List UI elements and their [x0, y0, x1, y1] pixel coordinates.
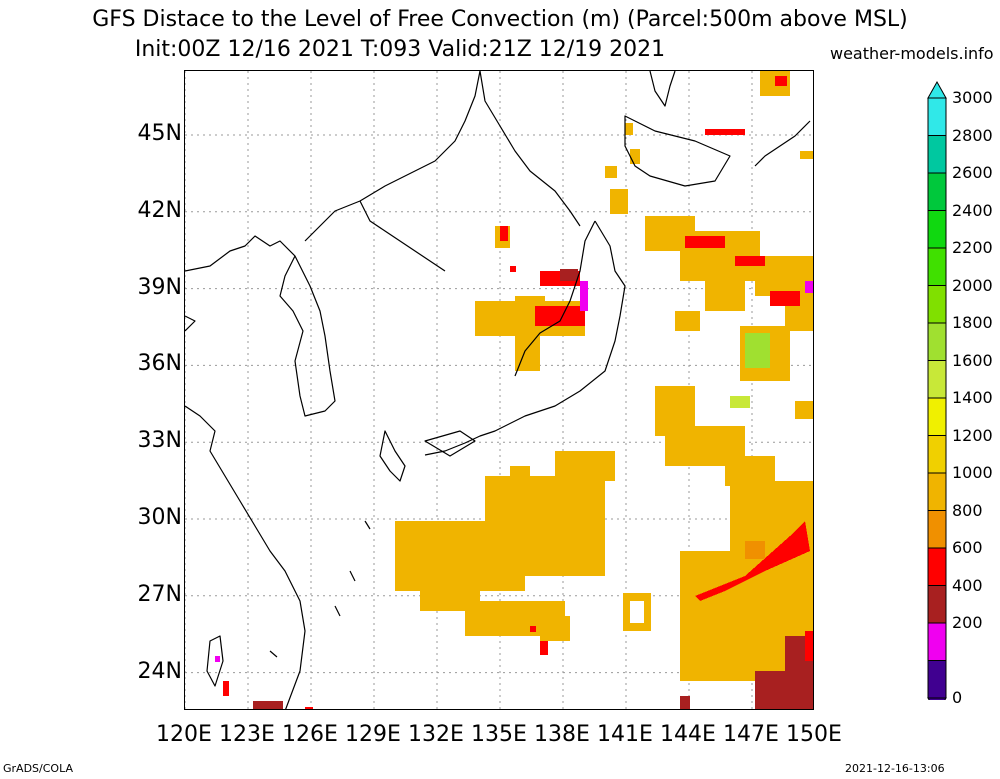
- colorbar-segment: [927, 435, 947, 474]
- lat-label: 33N: [137, 428, 182, 454]
- lon-label: 129E: [345, 722, 401, 747]
- colorbar: [927, 80, 947, 700]
- colorbar-label: 0: [952, 688, 963, 707]
- lat-label: 27N: [137, 581, 182, 607]
- colorbar-segment: [927, 622, 947, 661]
- colorbar-label: 2200: [952, 238, 993, 257]
- colorbar-segment: [927, 510, 947, 549]
- colorbar-label: 2400: [952, 200, 993, 220]
- colorbar-segment: [927, 210, 947, 249]
- colorbar-label: 200: [952, 613, 983, 632]
- lon-label: 150E: [786, 722, 842, 747]
- chart-subtitle: Init:00Z 12/16 2021 T:093 Valid:21Z 12/1…: [134, 37, 666, 62]
- footer-credit: GrADS/COLA: [3, 762, 73, 775]
- lon-label: 132E: [408, 722, 464, 747]
- lat-label: 42N: [137, 197, 182, 223]
- colorbar-segment: [927, 135, 947, 174]
- lon-label: 123E: [219, 722, 275, 747]
- colorbar-label: 800: [952, 500, 983, 520]
- colorbar-segment: [927, 547, 947, 586]
- colorbar-label: 1800: [952, 313, 993, 332]
- site-credit: weather-models.info: [830, 44, 994, 63]
- colorbar-top-arrow: [927, 80, 947, 99]
- colorbar-label: 400: [952, 575, 983, 595]
- colorbar-segment: [927, 322, 947, 361]
- colorbar-label: 1200: [952, 425, 993, 445]
- colorbar-segment: [927, 397, 947, 436]
- map-canvas: [185, 71, 813, 709]
- lon-label: 135E: [471, 722, 527, 747]
- map-panel: [184, 70, 814, 710]
- lat-label: 39N: [137, 274, 182, 300]
- chart-title: GFS Distace to the Level of Free Convect…: [92, 7, 908, 32]
- colorbar-segment: [927, 585, 947, 624]
- colorbar-label: 1000: [952, 463, 993, 482]
- colorbar-label: 2600: [952, 163, 993, 182]
- colorbar-label: 600: [952, 538, 983, 557]
- colorbar-label: 1400: [952, 388, 993, 407]
- colorbar-bottom-arrow: [927, 697, 947, 700]
- colorbar-label: 3000: [952, 88, 993, 107]
- colorbar-segment: [927, 172, 947, 211]
- lat-label: 45N: [137, 121, 182, 146]
- lat-label: 24N: [137, 658, 182, 684]
- lon-label: 138E: [534, 722, 590, 747]
- colorbar-label: 1600: [952, 350, 993, 370]
- colorbar-segment: [927, 472, 947, 511]
- colorbar-label: 2000: [952, 275, 993, 295]
- lat-label: 30N: [137, 505, 182, 530]
- colorbar-segment: [927, 97, 947, 136]
- colorbar-label: 2800: [952, 125, 993, 145]
- colorbar-segment: [927, 285, 947, 324]
- colorbar-segment: [927, 360, 947, 399]
- colorbar-segment: [927, 247, 947, 286]
- lon-label: 126E: [282, 722, 338, 747]
- lon-label: 147E: [723, 722, 779, 747]
- lat-label: 36N: [137, 351, 182, 377]
- colorbar-segment: [927, 660, 947, 699]
- lon-label: 141E: [597, 722, 653, 747]
- footer-timestamp: 2021-12-16-13:06: [845, 762, 945, 775]
- lon-label: 120E: [156, 722, 212, 747]
- coastlines: [185, 71, 811, 709]
- lon-label: 144E: [660, 722, 716, 747]
